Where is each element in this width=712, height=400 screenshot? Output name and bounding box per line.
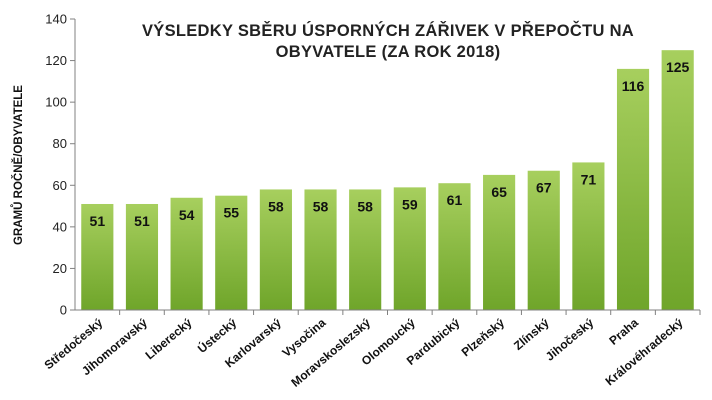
y-tick-label: 40 [53,219,67,234]
x-tick-label: Zlínský [511,315,552,353]
y-axis: 0 20 40 60 80 100 120 140 [45,12,76,318]
bar [393,187,426,310]
data-label: 51 [134,213,150,229]
bar [259,189,292,310]
data-label: 67 [536,180,552,196]
data-label: 116 [622,78,645,94]
chart-title-line-1: VÝSLEDKY SBĚRU ÚSPORNÝCH ZÁŘIVEK V PŘEPO… [142,21,634,40]
data-label: 125 [666,59,690,75]
bar [483,174,516,310]
y-tick-label: 100 [45,95,67,110]
x-tick-label: Jihočeský [543,315,597,363]
data-label: 58 [313,198,329,214]
y-axis-label: GRAMŮ ROČNĚ/OBYVATELE [11,85,25,245]
data-label: 65 [491,184,507,200]
bar [438,183,471,310]
bar [215,195,248,310]
data-label: 55 [223,205,239,221]
bar [616,68,650,310]
data-label: 58 [268,198,284,214]
bar [572,162,605,310]
x-tick-label: Liberecký [143,315,195,362]
bar [170,197,203,310]
bar [125,203,159,310]
bars: 51 51 54 55 58 58 58 59 61 65 67 71 116 125 [81,50,694,311]
data-label: 51 [90,213,106,229]
data-label: 54 [179,207,195,223]
y-tick-label: 80 [53,136,67,151]
y-tick-label: 140 [45,12,67,27]
x-tick-label: Královéhradecký [603,315,686,388]
y-tick-label: 0 [60,303,67,318]
data-label: 71 [581,171,597,187]
data-label: 61 [447,192,463,208]
chart-title-line-2: OBYVATELE (ZA ROK 2018) [276,43,501,61]
bar [661,50,694,311]
x-tick-label: Moravskoslezský [288,315,373,389]
data-label: 59 [402,196,418,212]
data-label: 58 [357,198,373,214]
bar [349,189,382,310]
x-tick-label: Plzeňský [459,315,508,359]
bar [304,189,337,310]
bar [527,170,560,310]
y-tick-label: 60 [53,178,67,193]
y-tick-label: 120 [45,53,67,68]
y-tick-label: 20 [53,261,67,276]
x-tick-label: Praha [606,315,641,347]
bar [81,203,114,310]
